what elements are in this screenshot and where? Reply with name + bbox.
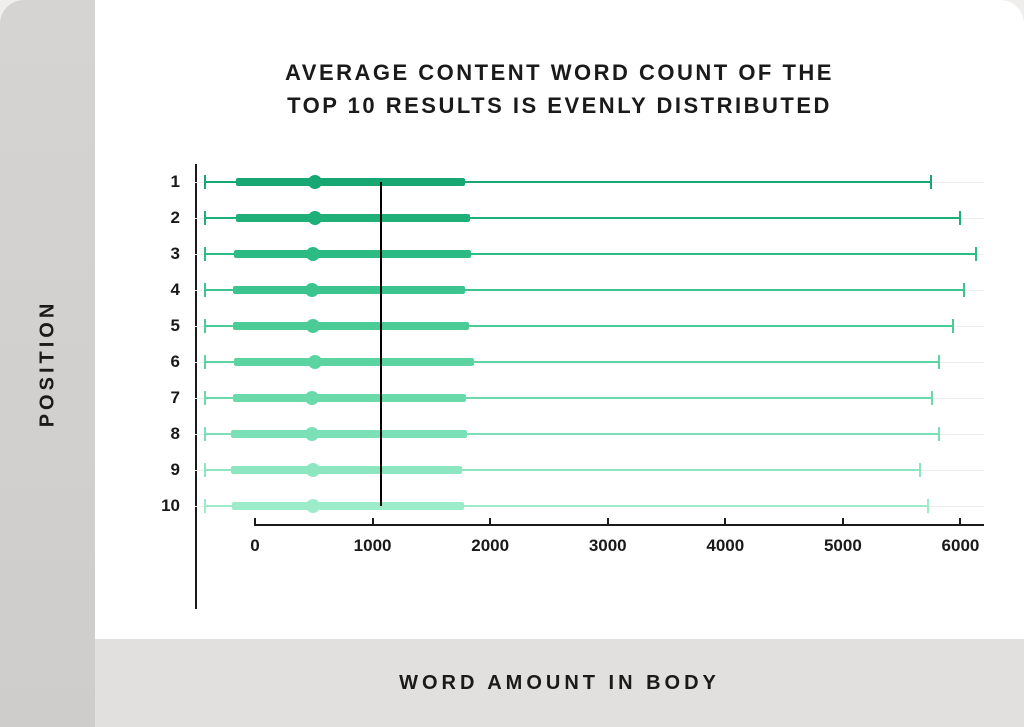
x-tick xyxy=(254,518,256,526)
row-label: 9 xyxy=(135,460,180,480)
box-iqr xyxy=(231,430,468,438)
median-dot xyxy=(305,283,319,297)
boxplot-row: 9 xyxy=(195,452,984,488)
whisker-cap-low xyxy=(204,175,206,189)
x-tick-label: 0 xyxy=(250,536,259,556)
chart-title-line1: AVERAGE CONTENT WORD COUNT OF THE xyxy=(285,60,834,85)
x-tick xyxy=(842,518,844,526)
boxplot-rows: 12345678910 xyxy=(195,164,984,524)
reference-line xyxy=(380,182,383,506)
chart-card: AVERAGE CONTENT WORD COUNT OF THE TOP 10… xyxy=(95,0,1024,639)
boxplot-row: 3 xyxy=(195,236,984,272)
whisker-cap-high xyxy=(952,319,954,333)
row-label: 3 xyxy=(135,244,180,264)
whisker-cap-low xyxy=(204,355,206,369)
x-tick xyxy=(372,518,374,526)
chart-container: POSITION AVERAGE CONTENT WORD COUNT OF T… xyxy=(0,0,1024,727)
whisker-cap-low xyxy=(204,463,206,477)
whisker-cap-high xyxy=(930,175,932,189)
x-tick-label: 4000 xyxy=(706,536,744,556)
row-label: 5 xyxy=(135,316,180,336)
whisker-cap-high xyxy=(931,391,933,405)
row-track xyxy=(195,380,984,416)
row-label: 10 xyxy=(135,496,180,516)
median-dot xyxy=(306,463,320,477)
row-label: 8 xyxy=(135,424,180,444)
whisker-cap-low xyxy=(204,427,206,441)
plot-area: 12345678910 0100020003000400050006000 xyxy=(135,164,984,609)
box-iqr xyxy=(233,394,466,402)
chart-right-column: AVERAGE CONTENT WORD COUNT OF THE TOP 10… xyxy=(95,0,1024,727)
box-iqr xyxy=(234,358,473,366)
box-iqr xyxy=(236,214,470,222)
x-tick xyxy=(959,518,961,526)
whisker-cap-low xyxy=(204,499,206,513)
whisker-cap-low xyxy=(204,391,206,405)
x-tick-label: 1000 xyxy=(354,536,392,556)
row-track xyxy=(195,344,984,380)
x-axis: 0100020003000400050006000 xyxy=(255,524,984,564)
row-track xyxy=(195,452,984,488)
x-tick-label: 2000 xyxy=(471,536,509,556)
x-tick xyxy=(489,518,491,526)
row-label: 7 xyxy=(135,388,180,408)
row-track xyxy=(195,200,984,236)
y-axis-panel: POSITION xyxy=(0,0,95,727)
y-axis-title: POSITION xyxy=(36,300,59,428)
boxplot-row: 2 xyxy=(195,200,984,236)
boxplot-row: 10 xyxy=(195,488,984,524)
whisker-cap-low xyxy=(204,319,206,333)
median-dot xyxy=(308,211,322,225)
box-iqr xyxy=(233,286,465,294)
row-track xyxy=(195,272,984,308)
whisker-cap-low xyxy=(204,247,206,261)
whisker-cap-high xyxy=(975,247,977,261)
row-track xyxy=(195,308,984,344)
median-dot xyxy=(308,355,322,369)
row-track xyxy=(195,416,984,452)
whisker-cap-low xyxy=(204,283,206,297)
row-label: 1 xyxy=(135,172,180,192)
x-axis-panel: WORD AMOUNT IN BODY xyxy=(95,639,1024,727)
box-iqr xyxy=(231,466,463,474)
whisker-cap-high xyxy=(938,355,940,369)
median-dot xyxy=(305,427,319,441)
chart-title: AVERAGE CONTENT WORD COUNT OF THE TOP 10… xyxy=(135,56,984,122)
whisker-cap-high xyxy=(959,211,961,225)
box-iqr xyxy=(236,178,465,186)
whisker-cap-high xyxy=(927,499,929,513)
x-tick-label: 6000 xyxy=(942,536,980,556)
x-tick xyxy=(607,518,609,526)
x-tick xyxy=(724,518,726,526)
chart-title-line2: TOP 10 RESULTS IS EVENLY DISTRIBUTED xyxy=(287,93,832,118)
row-track xyxy=(195,488,984,524)
x-axis-title: WORD AMOUNT IN BODY xyxy=(399,672,720,695)
row-label: 2 xyxy=(135,208,180,228)
median-dot xyxy=(305,391,319,405)
boxplot-row: 5 xyxy=(195,308,984,344)
x-tick-label: 3000 xyxy=(589,536,627,556)
median-dot xyxy=(306,319,320,333)
boxplot-row: 7 xyxy=(195,380,984,416)
row-label: 6 xyxy=(135,352,180,372)
box-iqr xyxy=(234,250,471,258)
row-label: 4 xyxy=(135,280,180,300)
box-iqr xyxy=(232,502,464,510)
median-dot xyxy=(308,175,322,189)
boxplot-row: 8 xyxy=(195,416,984,452)
whisker-cap-high xyxy=(919,463,921,477)
whisker-cap-low xyxy=(204,211,206,225)
row-track xyxy=(195,164,984,200)
median-dot xyxy=(306,247,320,261)
median-dot xyxy=(306,499,320,513)
whisker-cap-high xyxy=(963,283,965,297)
x-tick-label: 5000 xyxy=(824,536,862,556)
boxplot-row: 4 xyxy=(195,272,984,308)
box-iqr xyxy=(233,322,468,330)
boxplot-row: 6 xyxy=(195,344,984,380)
boxplot-row: 1 xyxy=(195,164,984,200)
row-track xyxy=(195,236,984,272)
whisker-cap-high xyxy=(938,427,940,441)
